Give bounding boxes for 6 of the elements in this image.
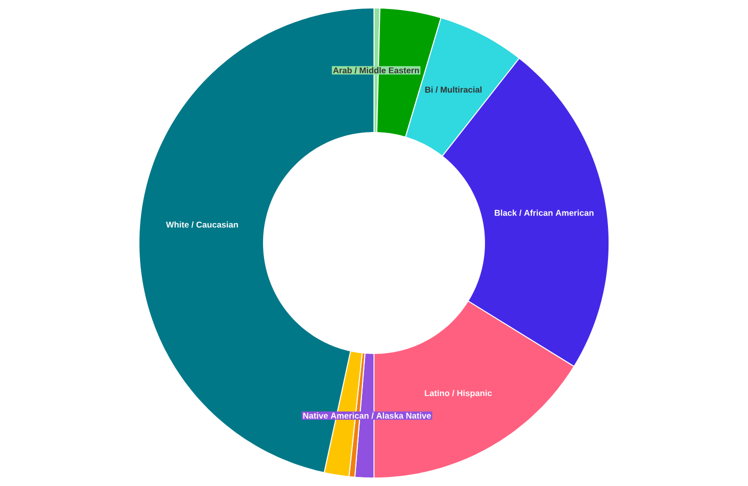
slice-label: Latino / Hispanic — [424, 390, 492, 398]
slice-label: Black / African American — [494, 210, 594, 216]
slice-label: Arab / Middle Eastern — [333, 67, 419, 74]
slice-label: White / Caucasian — [166, 221, 238, 228]
slice-label: Bi / Multiracial — [425, 86, 482, 93]
slice-label: Native American / Alaska Native — [303, 412, 431, 419]
